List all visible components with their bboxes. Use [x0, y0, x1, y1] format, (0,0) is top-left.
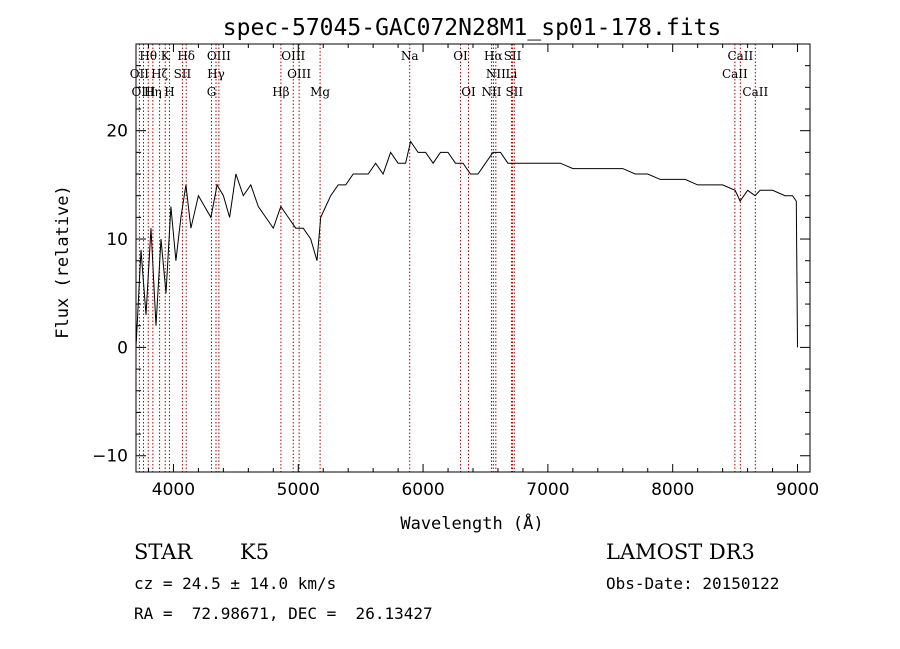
spectral-line-label: K	[161, 49, 171, 63]
redshift-value: cz = 24.5 ± 14.0 km/s	[134, 574, 337, 593]
spectral-line-label: SII	[504, 49, 522, 63]
spectrum-series	[135, 140, 798, 348]
spectral-line-label: CaII	[727, 49, 753, 63]
spectral-line-label: OII	[130, 67, 150, 81]
spectral-subclass: K5	[240, 540, 270, 564]
x-axis-ticks: 4000 5000 6000 7000 8000 9000	[147, 44, 819, 500]
spectral-line-label: OIII	[131, 85, 155, 99]
spectral-line-label: Hα	[484, 49, 503, 63]
spectral-line-label: Hδ	[177, 49, 195, 63]
x-tick-label: 9000	[776, 480, 819, 500]
spectral-line-label: CaII	[722, 67, 748, 81]
spectral-line-markers	[138, 44, 756, 472]
y-axis-label: Flux (relative)	[53, 185, 73, 339]
spectral-line-label: OI	[453, 49, 468, 63]
x-tick-label: 4000	[152, 480, 195, 500]
spectral-line-label: Hβ	[272, 85, 289, 99]
object-class: STAR	[134, 540, 193, 564]
spectral-line-label: NII	[481, 85, 501, 99]
y-tick-label: 10	[106, 230, 128, 250]
plot-frame	[135, 43, 811, 473]
y-tick-label: 0	[117, 338, 128, 358]
spectral-line-label: OIII	[207, 49, 231, 63]
y-tick-label: 20	[106, 122, 128, 142]
spectral-line-label: SII	[505, 85, 523, 99]
x-tick-label: 5000	[277, 480, 320, 500]
x-tick-label: 7000	[526, 480, 569, 500]
spectral-line-label: Hγ	[207, 67, 225, 81]
spectral-line-label: H	[164, 85, 174, 99]
spectral-line-label: OI	[461, 85, 476, 99]
spectral-line-label: Li	[506, 67, 518, 81]
spectral-line-label: Hη	[144, 85, 162, 99]
spectral-line-label: Na	[401, 49, 419, 63]
spectral-line-label: NII	[486, 67, 506, 81]
spectral-line-label: Mg	[310, 85, 330, 99]
coordinates: RA = 72.98671, DEC = 26.13427	[134, 604, 433, 623]
spectral-line-label: SII	[174, 67, 192, 81]
flux-line	[135, 140, 798, 348]
x-axis-label: Wavelength (Å)	[400, 512, 543, 534]
spectral-line-label: OIII	[287, 67, 311, 81]
x-tick-label: 6000	[401, 480, 444, 500]
observation-date: Obs-Date: 20150122	[606, 574, 780, 593]
survey-name: LAMOST DR3	[606, 540, 755, 564]
y-axis-ticks: −10 0 10 20	[92, 65, 810, 467]
chart-title: spec-57045-GAC072N28M1_sp01-178.fits	[223, 15, 722, 41]
spectral-line-label: Hζ	[151, 67, 168, 81]
spectral-line-label: Hθ	[139, 49, 157, 63]
spectral-line-label: CaII	[742, 85, 768, 99]
spectral-line-label: G	[207, 85, 217, 99]
x-tick-label: 8000	[651, 480, 694, 500]
y-tick-label: −10	[92, 447, 128, 467]
spectral-line-label: OIII	[281, 49, 305, 63]
